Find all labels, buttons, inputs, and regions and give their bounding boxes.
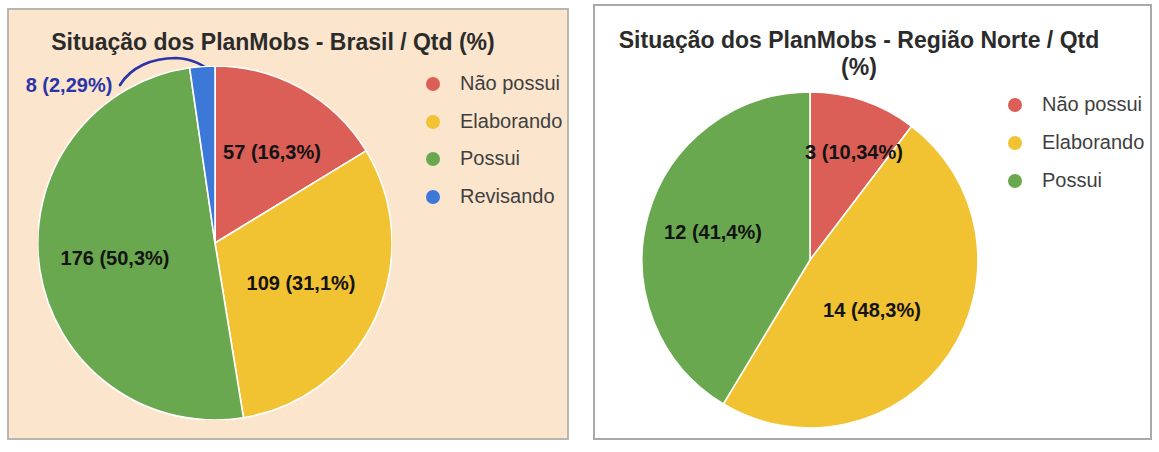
legend-label-nao-possui: Não possui bbox=[1042, 93, 1142, 116]
legend-dot-possui bbox=[426, 152, 440, 166]
slice-label-elaborando: 14 (48,3%) bbox=[823, 299, 921, 322]
pie-chart-card-regiao-norte: Situação dos PlanMobs - Região Norte / Q… bbox=[593, 4, 1152, 440]
slice-label-nao-possui: 3 (10,34%) bbox=[805, 141, 903, 164]
legend-label-elaborando: Elaborando bbox=[460, 110, 562, 133]
chart-title-regiao-norte: Situação dos PlanMobs - Região Norte / Q… bbox=[604, 27, 1114, 81]
legend-label-possui: Possui bbox=[1042, 169, 1102, 192]
slice-label-nao-possui: 57 (16,3%) bbox=[223, 141, 321, 164]
legend-item-nao-possui: Não possui bbox=[426, 72, 560, 95]
chart-title-brasil: Situação dos PlanMobs - Brasil / Qtd (%) bbox=[27, 29, 519, 56]
pie-chart-card-brasil: Situação dos PlanMobs - Brasil / Qtd (%)… bbox=[7, 8, 569, 440]
legend-item-possui: Possui bbox=[1008, 169, 1102, 192]
legend-item-nao-possui: Não possui bbox=[1008, 93, 1142, 116]
legend-dot-elaborando bbox=[426, 115, 440, 129]
legend-label-revisando: Revisando bbox=[460, 185, 555, 208]
legend-label-possui: Possui bbox=[460, 147, 520, 170]
legend-item-revisando: Revisando bbox=[426, 185, 555, 208]
legend-label-elaborando: Elaborando bbox=[1042, 131, 1144, 154]
slice-label-elaborando: 109 (31,1%) bbox=[247, 272, 356, 295]
slice-label-possui: 176 (50,3%) bbox=[61, 247, 170, 270]
legend-dot-possui bbox=[1008, 174, 1022, 188]
legend-item-possui: Possui bbox=[426, 147, 520, 170]
legend-dot-nao-possui bbox=[426, 77, 440, 91]
legend-label-nao-possui: Não possui bbox=[460, 72, 560, 95]
legend-dot-revisando bbox=[426, 190, 440, 204]
page: { "page": {"background": "#ffffff"}, "ch… bbox=[0, 0, 1159, 452]
legend-item-elaborando: Elaborando bbox=[426, 110, 562, 133]
legend-item-elaborando: Elaborando bbox=[1008, 131, 1144, 154]
legend-dot-nao-possui bbox=[1008, 98, 1022, 112]
legend-dot-elaborando bbox=[1008, 136, 1022, 150]
pie-brasil bbox=[38, 66, 392, 420]
slice-label-possui: 12 (41,4%) bbox=[664, 221, 762, 244]
